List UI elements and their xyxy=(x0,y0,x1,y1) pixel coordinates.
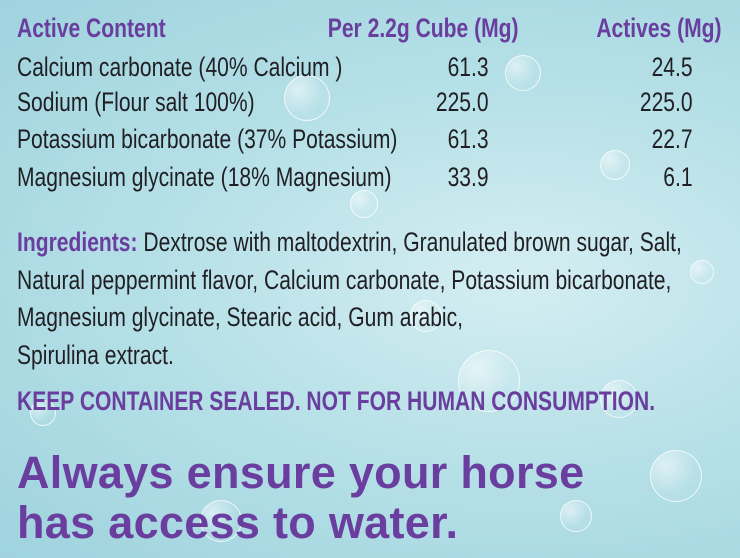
cell-per-cube: 61.3 xyxy=(448,124,489,154)
cell-per-cube: 61.3 xyxy=(448,52,489,82)
cell-per-cube: 33.9 xyxy=(448,162,489,192)
cell-per-cube: 225.0 xyxy=(436,87,489,117)
table-header: Active Content Per 2.2g Cube (Mg) Active… xyxy=(17,12,737,44)
header-actives: Actives (Mg) xyxy=(596,13,722,43)
warning-label: KEEP CONTAINER SEALED. NOT FOR HUMAN CON… xyxy=(17,386,656,416)
cell-actives: 6.1 xyxy=(663,162,693,192)
cell-name: Sodium (Flour salt 100%) xyxy=(17,87,255,117)
ingredients-line: Natural peppermint flavor, Calcium carbo… xyxy=(17,264,672,295)
ingredients-line: Spirulina extract. xyxy=(17,339,174,370)
cell-actives: 225.0 xyxy=(640,87,693,117)
ingredients-line: Magnesium glycinate, Stearic acid, Gum a… xyxy=(17,302,463,332)
cell-name: Magnesium glycinate (18% Magnesium) xyxy=(17,162,392,192)
table-row: Potassium bicarbonate (37% Potassium) 61… xyxy=(17,123,737,155)
ingredients: Ingredients: Dextrose with maltodextrin,… xyxy=(17,224,740,374)
header-active-content: Active Content xyxy=(17,13,166,43)
table-row: Sodium (Flour salt 100%) 225.0 225.0 xyxy=(17,86,737,118)
tagline: Always ensure your horse has access to w… xyxy=(17,448,584,548)
tagline-line: Always ensure your horse xyxy=(17,447,585,498)
cell-actives: 24.5 xyxy=(652,52,693,82)
table-row: Magnesium glycinate (18% Magnesium) 33.9… xyxy=(17,161,737,193)
cell-name: Potassium bicarbonate (37% Potassium) xyxy=(17,124,398,154)
tagline-line: has access to water. xyxy=(17,497,459,548)
table-row: Calcium carbonate (40% Calcium ) 61.3 24… xyxy=(17,51,737,83)
ingredients-label: Ingredients: xyxy=(17,227,138,257)
ingredients-line: Dextrose with maltodextrin, Granulated b… xyxy=(137,227,682,257)
cell-actives: 22.7 xyxy=(652,124,693,154)
header-per-cube: Per 2.2g Cube (Mg) xyxy=(328,13,519,43)
warning-text: KEEP CONTAINER SEALED. NOT FOR HUMAN CON… xyxy=(17,386,740,417)
cell-name: Calcium carbonate (40% Calcium ) xyxy=(17,52,343,82)
